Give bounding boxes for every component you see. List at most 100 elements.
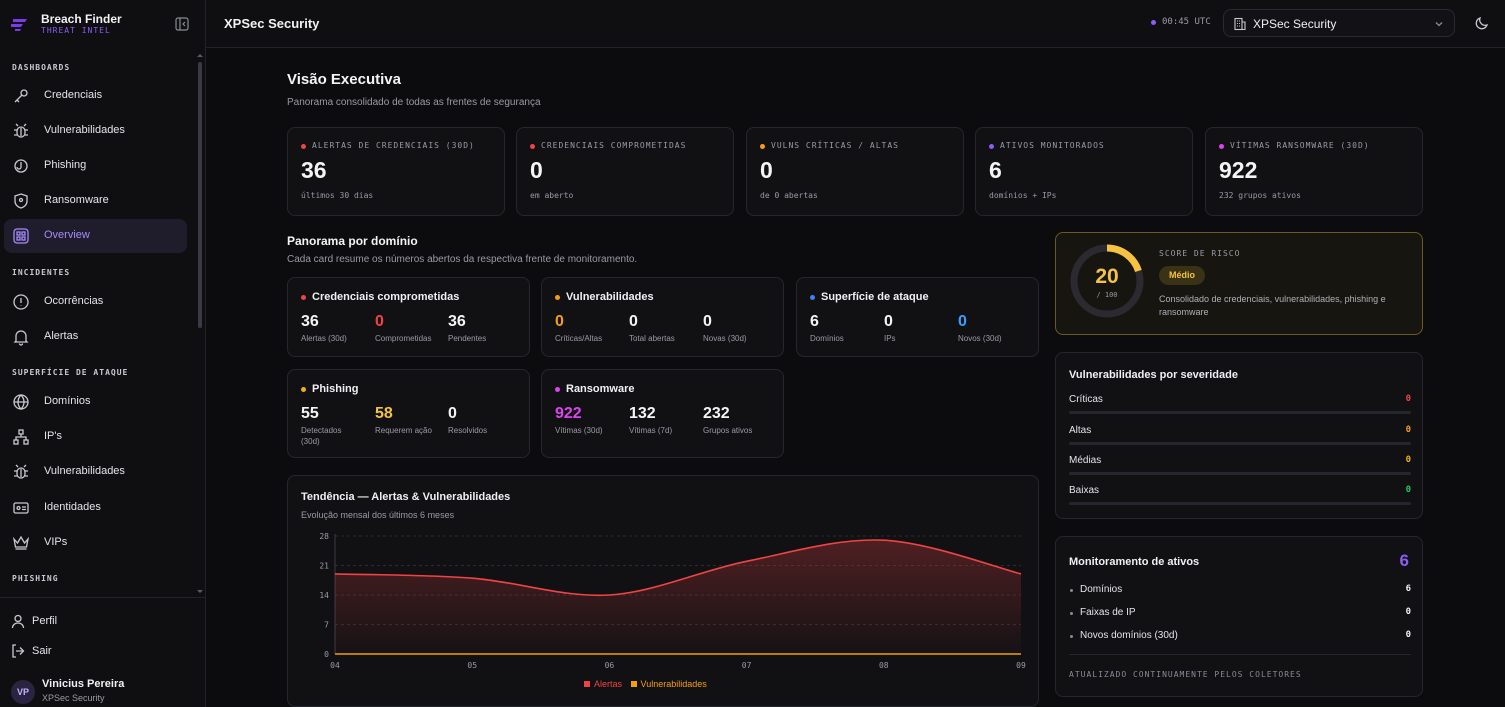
- bullet: [1070, 635, 1073, 638]
- logout-link[interactable]: Sair: [10, 641, 190, 661]
- severity-bar: [1069, 502, 1411, 505]
- chart-title: Tendência — Alertas & Vulnerabilidades: [301, 491, 511, 503]
- kpi-card-compromised-credentials[interactable]: CREDENCIAIS COMPROMETIDAS 0 em aberto: [516, 127, 734, 216]
- stat-value: 58: [375, 405, 393, 422]
- bell-icon: [13, 330, 29, 346]
- risk-level-badge: Médio: [1159, 266, 1205, 285]
- section-label-incidentes: INCIDENTES: [12, 268, 71, 277]
- stat-label: Críticas/Altas: [555, 334, 603, 343]
- kpi-dot: [301, 144, 306, 149]
- stat-value: 922: [555, 405, 582, 422]
- domain-card-credentials[interactable]: Credenciais comprometidas 36 Alertas (30d…: [287, 277, 530, 357]
- moon-icon[interactable]: [1474, 15, 1490, 31]
- domain-card-ransomware[interactable]: Ransomware 922 Vítimas (30d) 132 Vítimas (…: [541, 369, 784, 458]
- stat-value: 132: [629, 405, 656, 422]
- stat-label: Comprometidas: [375, 334, 432, 343]
- monitoring-footer: ATUALIZADO CONTINUAMENTE PELOS COLETORES: [1069, 670, 1302, 679]
- org-select[interactable]: XPSec Security: [1223, 9, 1455, 37]
- sidebar-item-identidades[interactable]: Identidades: [4, 491, 187, 525]
- sidebar-item-ocorrencias[interactable]: Ocorrências: [4, 285, 187, 319]
- domain-card-vulnerabilities[interactable]: Vulnerabilidades 0 Críticas/Altas 0 Total …: [541, 277, 784, 357]
- clock: 00:45 UTC: [1162, 17, 1211, 27]
- severity-label: Altas: [1069, 425, 1092, 436]
- monitoring-row-ip-ranges[interactable]: Faixas de IP 0: [1069, 607, 1411, 623]
- fishhook-icon: [14, 159, 28, 173]
- card-title: Ransomware: [566, 383, 635, 395]
- legend-swatch: [630, 681, 637, 687]
- severity-row-medias[interactable]: Médias 0: [1069, 455, 1411, 479]
- kpi-card-ransomware-victims[interactable]: VÍTIMAS RANSOMWARE (30D) 922 232 grupos …: [1205, 127, 1423, 216]
- sidebar-item-label: Domínios: [44, 395, 91, 407]
- kpi-sub: domínios + IPs: [989, 191, 1057, 200]
- sidebar-item-vulnerabilidades-surface[interactable]: Vulnerabilidades: [4, 455, 187, 489]
- monitoring-value: 0: [1405, 607, 1411, 617]
- brand[interactable]: Breach Finder THREAT INTEL: [10, 10, 196, 38]
- risk-gauge: [1070, 244, 1144, 318]
- section-label-dashboards: DASHBOARDS: [12, 63, 71, 72]
- legend-swatch: [584, 681, 590, 687]
- legend-item-vulnerabilidades[interactable]: Vulnerabilidades: [630, 679, 707, 689]
- card-dot: [301, 295, 306, 300]
- monitoring-label: Domínios: [1080, 584, 1123, 595]
- section-label-phishing: PHISHING: [12, 574, 59, 583]
- card-stat: 0 Resolvidos: [448, 405, 520, 436]
- monitoring-row-dominios[interactable]: Domínios 6: [1069, 584, 1411, 600]
- severity-row-baixas[interactable]: Baixas 0: [1069, 485, 1411, 509]
- severity-label: Baixas: [1069, 485, 1100, 496]
- sidebar-item-vips[interactable]: VIPs: [4, 526, 187, 560]
- scroll-down-icon[interactable]: [196, 589, 204, 595]
- trend-chart-card: Tendência — Alertas & Vulnerabilidades E…: [287, 475, 1039, 707]
- page-subtitle: Panorama consolidado de todas as frentes…: [287, 97, 541, 108]
- globe-icon: [13, 394, 29, 410]
- kpi-value: 36: [301, 157, 327, 183]
- sidebar-item-phishing[interactable]: Phishing: [4, 149, 187, 183]
- risk-score-card[interactable]: 20 / 100 SCORE DE RISCO Médio Consolidad…: [1055, 232, 1423, 335]
- monitoring-row-new-domains[interactable]: Novos domínios (30d) 0: [1069, 630, 1411, 646]
- sidebar-item-ips[interactable]: IP's: [4, 420, 187, 454]
- sidebar-item-alertas[interactable]: Alertas: [4, 320, 187, 354]
- domain-card-attack-surface[interactable]: Superfície de ataque 6 Domínios 0 IPs 0 Nov…: [796, 277, 1039, 357]
- sidebar-item-label: Vulnerabilidades: [44, 465, 125, 477]
- stat-value: 0: [555, 313, 564, 330]
- stat-label: Vítimas (30d): [555, 426, 603, 435]
- logout-icon: [12, 644, 25, 658]
- kpi-card-critical-vulns[interactable]: VULNS CRÍTICAS / ALTAS 0 de 0 abertas: [746, 127, 964, 216]
- severity-row-criticas[interactable]: Críticas 0: [1069, 394, 1411, 418]
- sidebar-nav: DASHBOARDS Credenciais Vulnerabilidades …: [0, 52, 206, 597]
- profile-label: Perfil: [32, 615, 58, 627]
- severity-row-altas[interactable]: Altas 0: [1069, 425, 1411, 449]
- kpi-label: CREDENCIAIS COMPROMETIDAS: [541, 141, 687, 150]
- sidebar-item-label: Ransomware: [44, 194, 109, 206]
- clock-status-dot: [1151, 20, 1156, 25]
- domain-card-phishing[interactable]: Phishing 55 Detectados (30d) 58 Requerem a…: [287, 369, 530, 458]
- series-line-alertas: [334, 539, 1022, 597]
- kpi-value: 6: [989, 157, 1002, 183]
- kpi-dot: [760, 144, 765, 149]
- stat-value: 6: [810, 313, 819, 330]
- card-dot: [555, 295, 560, 300]
- card-stat: 232 Grupos ativos: [703, 405, 775, 436]
- alert-circle-icon: [13, 294, 29, 310]
- profile-link[interactable]: Perfil: [10, 611, 190, 631]
- sidebar-scrollbar[interactable]: [196, 52, 204, 597]
- sidebar-item-overview[interactable]: Overview: [4, 219, 187, 253]
- sidebar-item-credenciais[interactable]: Credenciais: [4, 79, 187, 113]
- sidebar-item-ransomware[interactable]: Ransomware: [4, 184, 187, 218]
- chevron-down-icon: [1435, 22, 1443, 27]
- card-stat: 0 Novos (30d): [958, 313, 1030, 344]
- sidebar-item-label: Ocorrências: [44, 295, 104, 307]
- avatar[interactable]: VP: [11, 680, 35, 704]
- stat-value: 0: [884, 313, 893, 330]
- collapse-sidebar-icon[interactable]: [174, 16, 190, 32]
- sidebar-item-dominios[interactable]: Domínios: [4, 385, 187, 419]
- kpi-value: 0: [760, 157, 773, 183]
- kpi-label: ALERTAS DE CREDENCIAIS (30D): [312, 141, 475, 150]
- sidebar-item-label: VIPs: [44, 536, 68, 548]
- legend-item-alertas[interactable]: Alertas: [584, 679, 622, 689]
- card-title: Credenciais comprometidas: [312, 291, 460, 303]
- scroll-up-icon[interactable]: [196, 52, 204, 58]
- kpi-card-credential-alerts[interactable]: ALERTAS DE CREDENCIAIS (30D) 36 últimos …: [287, 127, 505, 216]
- kpi-card-monitored-assets[interactable]: ATIVOS MONITORADOS 6 domínios + IPs: [975, 127, 1193, 216]
- scroll-thumb[interactable]: [198, 62, 202, 328]
- sidebar-item-vulnerabilidades[interactable]: Vulnerabilidades: [4, 114, 187, 148]
